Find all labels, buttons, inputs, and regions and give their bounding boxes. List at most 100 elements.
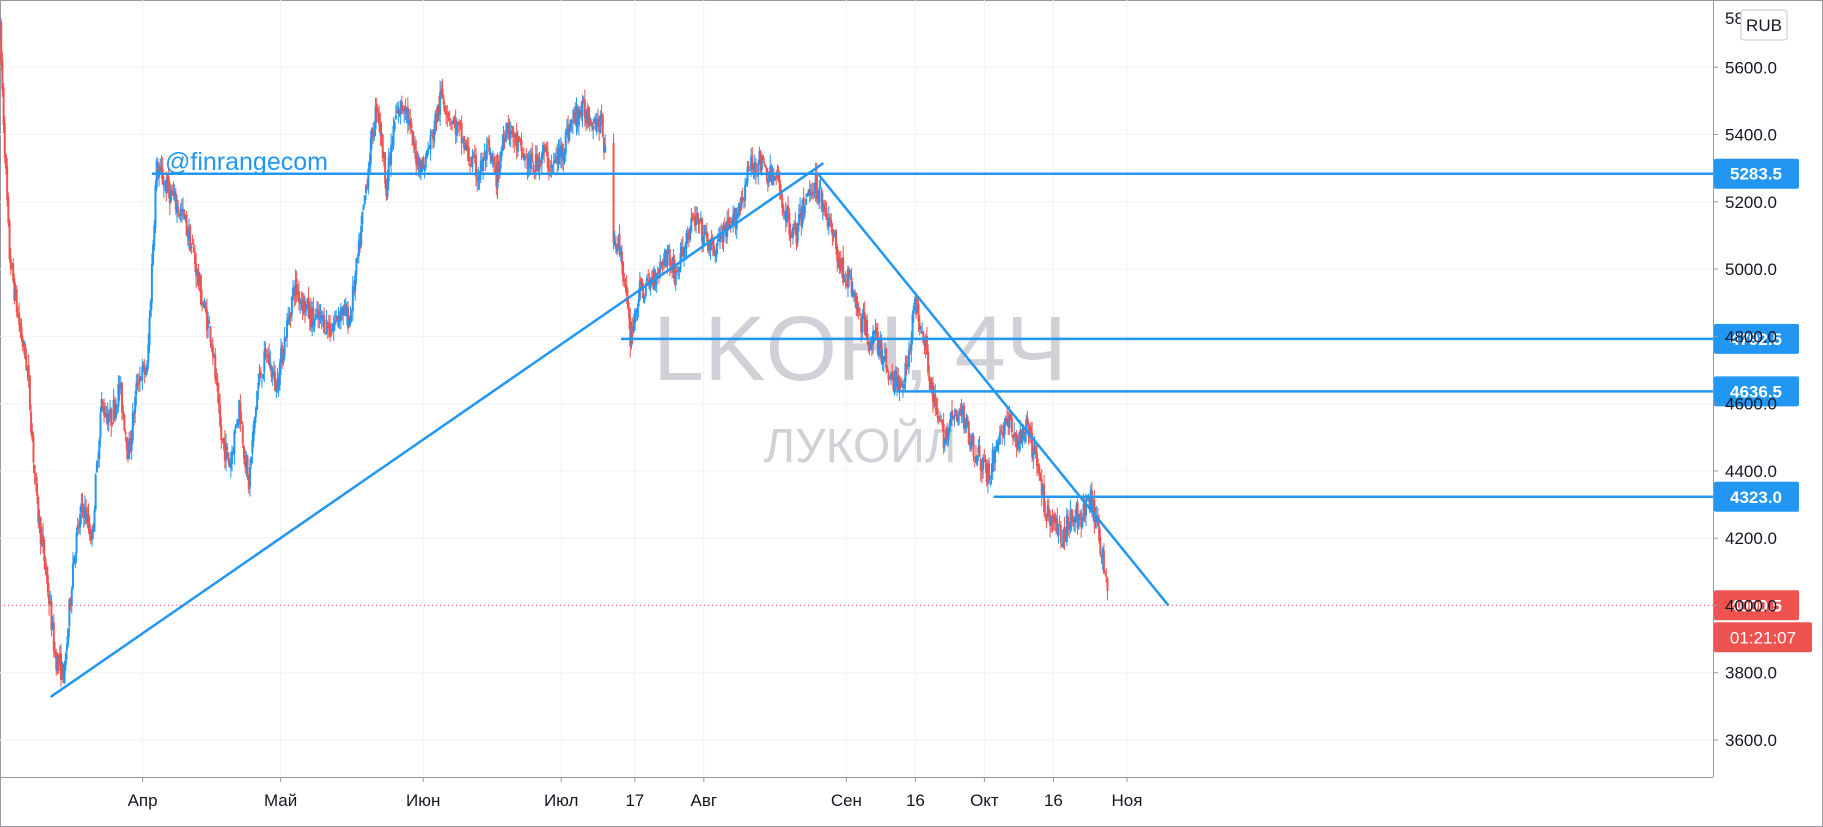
candle-body [51,621,54,629]
candle-body [1050,516,1053,526]
x-axis[interactable]: Апр Май Июн Июл 17 Авг Сен 16 Окт 16 Ноя [128,777,1143,810]
candle-body [691,217,694,220]
candle-body [337,316,340,322]
candle-body [966,416,969,420]
trendlines[interactable] [49,162,1170,698]
candle-body [97,460,100,462]
last-price-label: 4000.5 [1730,596,1782,615]
candle-body [54,650,57,655]
horizontal-levels[interactable]: 5283.5 4792.5 4636.5 4323.0 [151,158,1799,512]
candle-body [551,164,554,167]
x-tick-label: Окт [970,791,999,810]
candle-body [843,278,846,282]
candle-body [672,256,675,273]
candle-body [830,219,833,228]
level-price-label: 4792.5 [1730,330,1782,349]
candle-body [213,355,216,357]
candle-body [850,277,853,294]
candle-body [302,297,305,314]
candle-body [329,323,332,336]
candle-body [714,255,717,257]
candle-body [979,458,982,471]
candle-body [808,189,811,196]
currency-badge[interactable]: RUB [1740,9,1788,41]
y-axis[interactable]: 3600.0 3800.0 4000.0 4200.0 4400.0 4600.0 4800… [1713,9,1777,750]
candle-body [518,136,521,141]
candle-body [598,121,601,132]
y-tick-label: 3600.0 [1725,731,1777,750]
candle-body [809,193,812,195]
candle-body [161,168,164,185]
candle-body [126,447,129,459]
candle-body [43,540,46,561]
candle-body [579,109,582,115]
candle-body [308,306,311,319]
candle-body [203,302,206,307]
candle-body [783,212,786,214]
candle-body [557,148,560,165]
candle-body [465,142,468,151]
candle-body [710,237,713,240]
candle-body [757,163,760,175]
candle-body [26,367,29,370]
trendline-resistance[interactable] [817,174,1170,607]
candle-body [16,313,19,316]
candle-body [159,166,162,172]
candle-body [342,306,345,316]
candle-body [300,301,303,303]
candle-body [893,374,896,394]
candle-body [356,257,359,259]
candle-body [319,312,322,314]
candle-body [461,138,464,141]
candle-body [669,261,672,264]
candle-body [138,376,141,382]
candle-body [258,374,261,382]
candle-body [480,159,483,170]
candle-body [898,383,901,391]
candle-body [727,218,730,230]
candle-body [552,161,555,164]
candle-body [144,373,147,375]
x-tick-label: Июл [544,791,579,810]
candle-body [262,373,265,380]
candle-body [1020,429,1023,444]
candle-body [28,375,31,409]
candle-body [593,118,596,123]
candle-body [61,661,64,679]
candle-body [441,88,444,98]
candle-body [491,160,494,162]
candle-body [624,284,627,286]
candle-body [313,319,316,327]
candle-body [437,106,440,113]
candle-body [858,314,861,316]
candle-body [1004,417,1007,425]
trendline-support[interactable] [49,162,825,698]
candle-body [887,374,890,381]
candle-body [4,154,7,169]
candle-body [281,345,284,364]
candle-body [498,162,501,173]
candle-body [358,238,361,249]
candle-body [1009,413,1012,420]
candle-body [492,157,495,166]
candle-body [369,138,372,165]
candle-body [636,309,639,312]
candle-body [136,381,139,386]
candle-body [875,327,878,332]
candle-body [251,440,254,454]
candle-body [1037,464,1040,468]
candle-body [56,655,59,672]
candle-body [794,222,797,235]
candle-body [197,272,200,286]
candle-body [659,261,662,273]
candle-body [661,261,664,266]
candle-body [317,309,320,319]
candle-body [0,22,3,62]
candle-body [339,308,342,322]
candle-body [520,140,523,151]
candle-body [470,164,473,166]
candle-body [1089,489,1092,508]
candle-body [495,166,498,187]
candle-body [642,292,645,299]
